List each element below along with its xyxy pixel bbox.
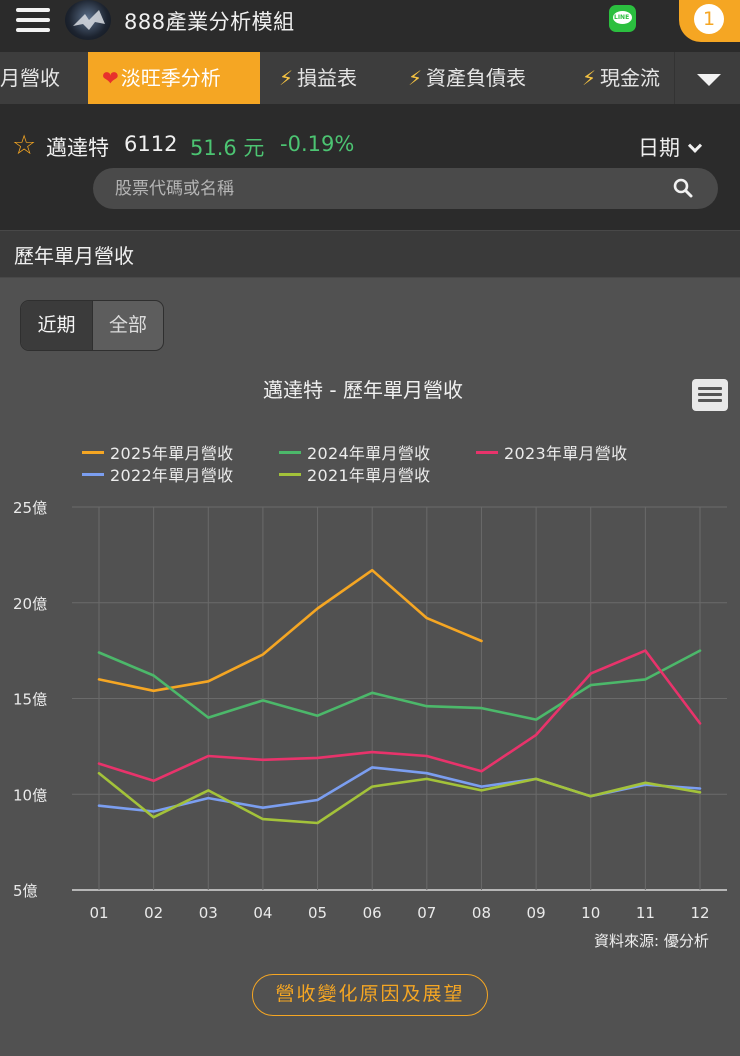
- hamburger-menu-icon[interactable]: [16, 6, 50, 32]
- legend-label: 2025年單月營收: [110, 444, 234, 463]
- tab-label: 損益表: [297, 66, 358, 90]
- tab-label: 資產負債表: [426, 66, 527, 90]
- stock-name: 邁達特: [46, 136, 109, 160]
- x-tick-label: 10: [581, 904, 600, 922]
- range-all-button[interactable]: 全部: [108, 314, 147, 336]
- series-line-2025年單月營收: [97, 568, 483, 693]
- section-title: 歷年單月營收: [14, 244, 134, 268]
- tab-balance-sheet[interactable]: ⚡ 資產負債表: [408, 52, 568, 104]
- legend-item-2024[interactable]: 2024年單月營收: [279, 440, 430, 464]
- star-icon[interactable]: ☆: [12, 130, 37, 161]
- tab-cash-flow[interactable]: ⚡ 現金流: [582, 52, 682, 104]
- stock-info-row: ☆ 邁達特 6112 51.6 元 -0.19% 日期: [0, 126, 740, 166]
- chevron-down-icon[interactable]: [674, 52, 740, 104]
- stock-change: -0.19%: [280, 132, 355, 156]
- legend-swatch: [476, 451, 498, 454]
- app-logo: [65, 0, 111, 40]
- chevron-down-icon: [687, 138, 703, 153]
- tab-seasonal-analysis[interactable]: ❤ 淡旺季分析: [88, 52, 260, 104]
- legend-swatch: [279, 451, 301, 454]
- revenue-outlook-button[interactable]: 營收變化原因及展望: [252, 974, 488, 1016]
- x-tick-label: 09: [527, 904, 546, 922]
- legend-item-2021[interactable]: 2021年單月營收: [279, 462, 430, 486]
- search-input[interactable]: [115, 168, 655, 209]
- x-tick-label: 03: [199, 904, 218, 922]
- range-toggle: 近期 全部: [20, 300, 164, 351]
- notification-tab[interactable]: 1: [679, 0, 740, 42]
- series-line-2024年單月營收: [97, 649, 702, 721]
- y-tick-label: 25億: [13, 499, 47, 517]
- tab-label: 月營收: [0, 66, 60, 90]
- legend-item-2025[interactable]: 2025年單月營收: [82, 440, 233, 464]
- chart-menu-icon[interactable]: [692, 379, 728, 411]
- x-tick-label: 07: [417, 904, 436, 922]
- lightning-icon: ⚡: [408, 66, 423, 90]
- lightning-icon: ⚡: [582, 66, 597, 90]
- legend-label: 2021年單月營收: [307, 466, 431, 485]
- section-header: 歷年單月營收: [0, 230, 740, 278]
- legend-label: 2023年單月營收: [504, 444, 628, 463]
- stock-price: 51.6 元: [190, 136, 265, 160]
- search-icon[interactable]: [673, 178, 693, 198]
- lightning-icon: ⚡: [279, 66, 294, 90]
- legend-label: 2022年單月營收: [110, 466, 234, 485]
- date-label: 日期: [638, 136, 680, 160]
- y-tick-label: 20億: [13, 595, 47, 613]
- y-tick-label: 15億: [13, 691, 47, 709]
- top-bar: 888產業分析模組 LINE 1: [0, 0, 740, 42]
- stock-code: 6112: [124, 132, 178, 156]
- search-bar: [93, 168, 718, 209]
- legend-label: 2024年單月營收: [307, 444, 431, 463]
- x-tick-label: 04: [253, 904, 272, 922]
- app-title: 888產業分析模組: [124, 10, 295, 34]
- legend-swatch: [82, 473, 104, 476]
- tab-income-statement[interactable]: ⚡ 損益表: [279, 52, 389, 104]
- tab-label: 淡旺季分析: [120, 66, 221, 90]
- tab-monthly-revenue[interactable]: 月營收: [0, 52, 82, 104]
- x-tick-label: 11: [636, 904, 655, 922]
- y-tick-label: 5億: [13, 882, 38, 900]
- date-dropdown[interactable]: 日期: [638, 132, 703, 162]
- tab-bar: 月營收 ❤ 淡旺季分析 ⚡ 損益表 ⚡ 資產負債表 ⚡ 現金流: [0, 52, 740, 104]
- legend-swatch: [82, 451, 104, 454]
- x-tick-label: 02: [144, 904, 163, 922]
- chart-panel: [0, 278, 740, 1056]
- series-line-2021年單月營收: [97, 771, 702, 825]
- series-line-2022年單月營收: [97, 766, 702, 813]
- chart-title: 邁達特 - 歷年單月營收: [263, 378, 463, 402]
- legend-swatch: [279, 473, 301, 476]
- notification-badge: 1: [694, 4, 724, 34]
- legend-item-2023[interactable]: 2023年單月營收: [476, 440, 627, 464]
- series-line-2023年單月營收: [97, 649, 702, 783]
- y-tick-label: 10億: [13, 786, 47, 804]
- revenue-line-chart: 25億 20億 15億 10億 5億 01 02 03 04 05 06 07 08 09 10 11 12: [13, 499, 727, 922]
- legend-item-2022[interactable]: 2022年單月營收: [82, 462, 233, 486]
- x-tick-label: 12: [690, 904, 709, 922]
- x-tick-label: 06: [363, 904, 382, 922]
- heart-icon: ❤: [102, 66, 119, 90]
- tab-label: 現金流: [600, 66, 661, 90]
- x-tick-label: 01: [89, 904, 108, 922]
- data-source-note: 資料來源: 優分析: [594, 932, 709, 950]
- x-tick-label: 05: [308, 904, 327, 922]
- x-tick-label: 08: [472, 904, 491, 922]
- line-share-icon[interactable]: LINE: [609, 5, 636, 32]
- range-recent-button[interactable]: 近期: [21, 301, 93, 350]
